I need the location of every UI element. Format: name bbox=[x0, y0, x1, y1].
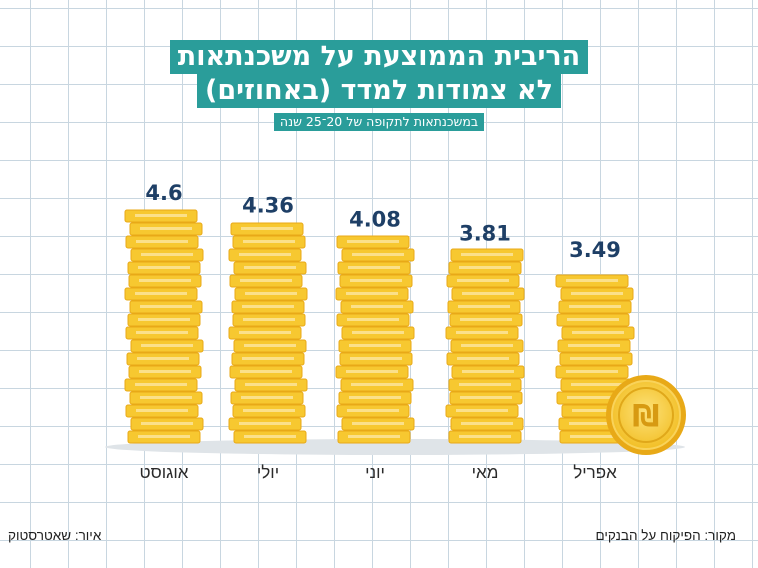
shekel-coin-icon: ₪ bbox=[606, 375, 686, 455]
value-label-4: 3.81 bbox=[459, 222, 511, 246]
value-label-1: 4.6 bbox=[145, 181, 182, 205]
category-label-2: יולי bbox=[257, 463, 279, 482]
value-label-2: 4.36 bbox=[242, 193, 294, 217]
coin-stack-chart: 4.6 אוגוסט 4.36 יולי 4.08 יוני 3.81 מאי 3.49 אפרי… bbox=[0, 0, 758, 568]
bar-4 bbox=[446, 249, 524, 443]
bars-layer: 4.6 אוגוסט 4.36 יולי 4.08 יוני 3.81 מאי 3.49 אפרי… bbox=[125, 181, 634, 482]
bar-1 bbox=[125, 210, 203, 443]
category-label-1: אוגוסט bbox=[140, 463, 189, 482]
category-label-5: אפריל bbox=[573, 463, 617, 482]
category-label-3: יוני bbox=[365, 463, 385, 482]
category-label-4: מאי bbox=[472, 463, 499, 482]
data-source: מקור: הפיקוח על הבנקים bbox=[596, 528, 736, 543]
bar-2 bbox=[229, 223, 307, 443]
bar-3 bbox=[336, 236, 414, 443]
value-label-3: 4.08 bbox=[349, 208, 401, 232]
value-label-5: 3.49 bbox=[569, 238, 621, 262]
svg-text:₪: ₪ bbox=[632, 399, 659, 434]
illustration-credit: איור: שאטרסטוק bbox=[8, 528, 101, 543]
